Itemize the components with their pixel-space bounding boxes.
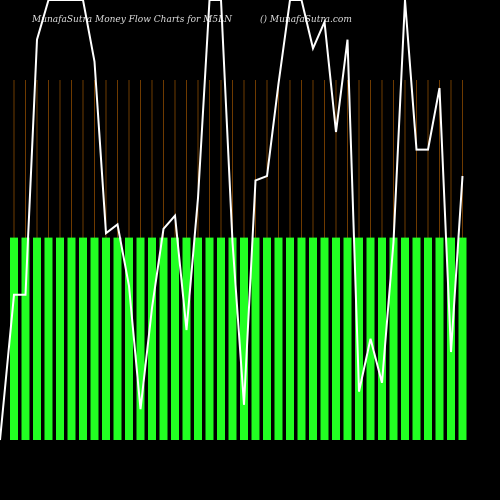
bar	[44, 237, 53, 440]
bar	[297, 237, 306, 440]
bar	[435, 237, 444, 440]
bar	[228, 237, 237, 440]
bar	[205, 237, 214, 440]
bar	[10, 237, 18, 440]
bar	[320, 237, 329, 440]
bar	[113, 237, 122, 440]
bar	[412, 237, 421, 440]
bar	[90, 237, 99, 440]
bar	[217, 237, 225, 440]
bar	[355, 237, 363, 440]
bar	[67, 237, 76, 440]
bar	[309, 237, 317, 440]
bar	[148, 237, 156, 440]
bar	[182, 237, 191, 440]
bar	[194, 237, 202, 440]
bar	[102, 237, 110, 440]
bar	[33, 237, 41, 440]
bar	[159, 237, 168, 440]
bar	[79, 237, 87, 440]
bar	[274, 237, 283, 440]
bar	[263, 237, 271, 440]
bar	[286, 237, 294, 440]
bar	[458, 237, 467, 440]
bar	[401, 237, 409, 440]
bar	[171, 237, 179, 440]
bar	[240, 237, 248, 440]
bar	[56, 237, 64, 440]
bar	[21, 237, 30, 440]
bar	[332, 237, 340, 440]
bar	[251, 237, 260, 440]
chart-title: MunafaSutra Money Flow Charts for M5LN	[31, 15, 233, 25]
bar	[343, 237, 352, 440]
bar	[378, 237, 386, 440]
plot	[0, 0, 467, 441]
bar	[389, 237, 398, 440]
line	[0, 0, 464, 441]
bar	[136, 237, 145, 440]
bar	[125, 237, 133, 440]
bar	[424, 237, 432, 440]
